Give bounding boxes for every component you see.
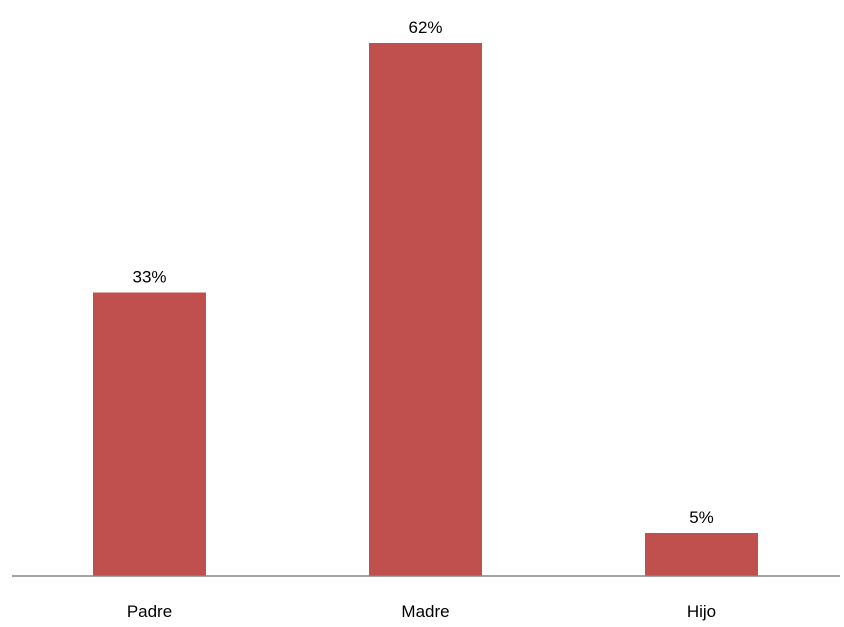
bar-padre bbox=[93, 292, 206, 576]
x-tick-labels-group: Padre Madre Hijo bbox=[127, 602, 716, 621]
x-tick-label-madre: Madre bbox=[401, 602, 449, 621]
data-label-madre: 62% bbox=[408, 18, 442, 37]
data-label-padre: 33% bbox=[132, 267, 166, 286]
x-tick-label-hijo: Hijo bbox=[687, 602, 716, 621]
bar-hijo bbox=[645, 533, 758, 576]
data-labels-group: 33% 62% 5% bbox=[132, 18, 713, 527]
bar-madre bbox=[369, 43, 482, 576]
bars-group bbox=[93, 43, 758, 576]
data-label-hijo: 5% bbox=[689, 508, 714, 527]
x-tick-label-padre: Padre bbox=[127, 602, 172, 621]
